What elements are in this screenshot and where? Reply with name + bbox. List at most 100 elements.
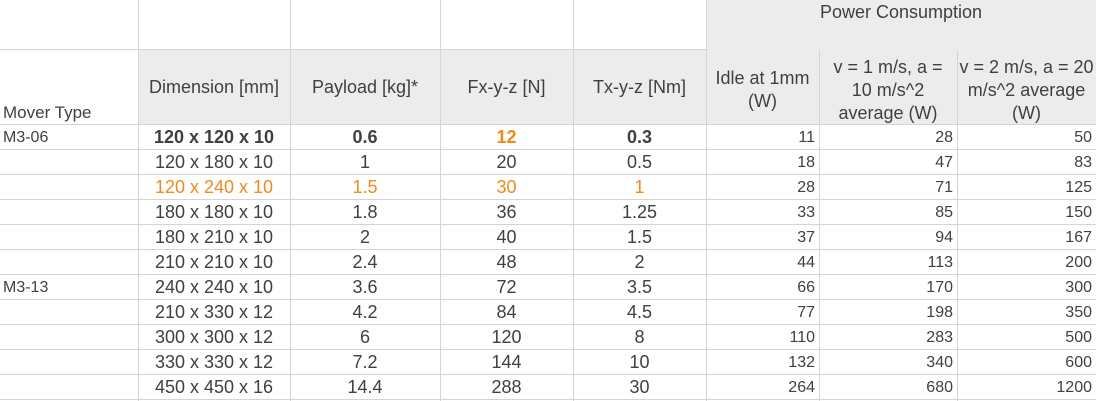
cell-v2: 50 — [1074, 129, 1092, 146]
cell-dimension: 120 x 180 x 10 — [154, 152, 274, 172]
cell-force: 288 — [491, 377, 522, 397]
cell-force: 72 — [496, 277, 517, 297]
power-group-fill — [706, 0, 1096, 50]
cell-v1: 28 — [935, 129, 953, 146]
v2-power-header: v = 2 m/s, a = 20 m/s^2 average (W) — [959, 57, 1094, 123]
cell-dimension: 240 x 240 x 10 — [154, 277, 274, 297]
cell-v1: 47 — [935, 154, 953, 171]
cell-torque: 10 — [629, 352, 650, 372]
torque-header: Tx-y-z [Nm] — [593, 77, 686, 97]
cell-force: 20 — [496, 152, 517, 172]
cell-v1: 94 — [935, 229, 953, 246]
cell-payload: 7.2 — [352, 352, 378, 372]
cell-force: 48 — [496, 252, 517, 272]
mover-type-header: Mover Type — [3, 103, 92, 122]
cell-idle: 33 — [797, 204, 815, 221]
cell-mover — [0, 325, 138, 350]
cell-mover — [0, 350, 138, 375]
cell-payload: 6 — [359, 327, 370, 347]
cell-force: 120 — [491, 327, 522, 347]
cell-torque: 0.5 — [626, 152, 653, 172]
cell-force: 84 — [496, 302, 517, 322]
cell-idle: 77 — [797, 304, 815, 321]
cell-torque: 30 — [629, 377, 650, 397]
cell-idle: 18 — [797, 154, 815, 171]
cell-payload: 3.6 — [352, 277, 378, 297]
cell-v2: 150 — [1065, 204, 1092, 221]
cell-mover — [0, 150, 138, 175]
cell-dimension: 120 x 120 x 10 — [153, 127, 275, 147]
cell-torque: 0.3 — [626, 127, 653, 147]
cell-force: 36 — [496, 202, 517, 222]
cell-payload: 1.5 — [352, 177, 378, 197]
dimension-header: Dimension [mm] — [148, 77, 280, 97]
cell-dimension: 210 x 210 x 10 — [154, 252, 274, 272]
cell-v2: 350 — [1065, 304, 1092, 321]
cell-payload: 4.2 — [352, 302, 378, 322]
cell-torque: 1 — [634, 177, 645, 197]
cell-idle: 66 — [797, 279, 815, 296]
payload-header: Payload [kg]* — [311, 77, 419, 97]
cell-mover: M3-13 — [3, 279, 49, 296]
power-consumption-header: Power Consumption — [819, 1, 983, 22]
cell-v2: 167 — [1065, 229, 1092, 246]
cell-v1: 85 — [935, 204, 953, 221]
cell-torque: 1.25 — [621, 202, 658, 222]
cell-payload: 1.8 — [352, 202, 378, 222]
cell-idle: 44 — [797, 254, 815, 271]
cell-dimension: 450 x 450 x 16 — [154, 377, 274, 397]
cell-force: 40 — [496, 227, 517, 247]
cell-dimension: 330 x 330 x 12 — [154, 352, 274, 372]
cell-mover — [0, 200, 138, 225]
cell-v1: 170 — [926, 279, 953, 296]
cell-v1: 113 — [927, 254, 953, 271]
cell-idle: 37 — [797, 229, 815, 246]
cell-idle: 28 — [797, 179, 815, 196]
cell-payload: 2 — [359, 227, 370, 247]
cell-idle: 110 — [789, 329, 815, 346]
cell-payload: 0.6 — [352, 127, 378, 147]
cell-dimension: 300 x 300 x 12 — [154, 327, 274, 347]
cell-mover — [0, 175, 138, 200]
cell-v1: 340 — [926, 354, 953, 371]
cell-torque: 8 — [634, 327, 645, 347]
cell-v1: 283 — [926, 329, 953, 346]
cell-torque: 3.5 — [626, 277, 653, 297]
cell-force: 30 — [496, 177, 517, 197]
cell-payload: 2.4 — [352, 252, 378, 272]
cell-mover: M3-06 — [3, 129, 49, 146]
cell-dimension: 210 x 330 x 12 — [154, 302, 274, 322]
cell-force: 144 — [491, 352, 522, 372]
cell-v1: 71 — [935, 179, 953, 196]
cell-payload: 1 — [359, 152, 370, 172]
cell-payload: 14.4 — [347, 377, 383, 397]
cell-v2: 1200 — [1056, 379, 1092, 396]
cell-v2: 600 — [1065, 354, 1092, 371]
header-row-fill — [138, 50, 1096, 125]
cell-v2: 200 — [1065, 254, 1092, 271]
cell-v2: 125 — [1065, 179, 1092, 196]
cell-mover — [0, 225, 138, 250]
cell-v2: 83 — [1074, 154, 1092, 171]
cell-v2: 300 — [1065, 279, 1092, 296]
v1-power-header: v = 1 m/s, a = 10 m/s^2 average (W) — [833, 57, 943, 123]
cell-v2: 500 — [1065, 329, 1092, 346]
cell-v1: 198 — [926, 304, 953, 321]
cell-dimension: 180 x 210 x 10 — [154, 227, 274, 247]
cell-idle: 264 — [788, 379, 815, 396]
cell-torque: 2 — [634, 252, 645, 272]
cell-dimension: 120 x 240 x 10 — [154, 177, 274, 197]
cell-dimension: 180 x 180 x 10 — [154, 202, 274, 222]
cell-torque: 4.5 — [626, 302, 653, 322]
cell-torque: 1.5 — [626, 227, 653, 247]
cell-mover — [0, 300, 138, 325]
cell-mover — [0, 375, 138, 400]
idle-power-header: Idle at 1mm (W) — [715, 68, 810, 111]
cell-idle: 132 — [788, 354, 815, 371]
cell-force: 12 — [496, 127, 517, 147]
cell-v1: 680 — [926, 379, 953, 396]
force-header: Fx-y-z [N] — [467, 77, 546, 97]
cell-mover — [0, 250, 138, 275]
